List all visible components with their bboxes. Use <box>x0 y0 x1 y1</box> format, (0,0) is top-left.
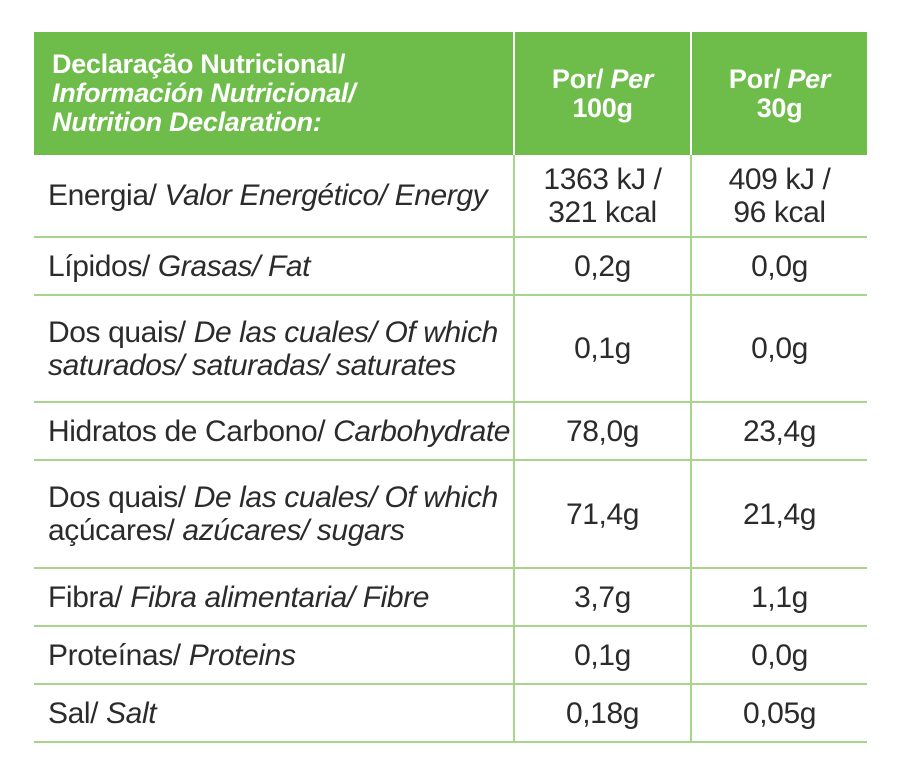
label-pt: Hidratos de Carbono/ <box>48 414 326 448</box>
label-pt: Proteínas/ <box>48 638 181 672</box>
value-per-100g: 1363 kJ / 321 kcal <box>514 155 692 238</box>
value-per-30g: 409 kJ / 96 kcal <box>691 155 867 238</box>
value-per-30g: 0,0g <box>691 237 867 296</box>
header-col2-en: Per <box>787 63 831 94</box>
label-es-en: Proteins <box>188 638 296 672</box>
table-row-saturates: Dos quais/ De las cuales/ Of which satur… <box>34 295 867 403</box>
row-label-carbohydrate: Hidratos de Carbono/ Carbohydrate <box>34 402 515 461</box>
header-per-100g: Por/ Per 100g <box>514 32 692 155</box>
header-col1-pt: Por/ <box>551 63 604 94</box>
header-col1-en: Per <box>610 63 654 94</box>
value-kcal: 96 kcal <box>733 195 826 229</box>
table-row-proteins: Proteínas/ Proteins 0,1g 0,0g <box>34 626 867 685</box>
row-label-fat: Lípidos/ Grasas/ Fat <box>34 237 515 296</box>
header-col2-pt: Por/ <box>728 63 781 94</box>
value-per-30g: 0,05g <box>691 684 867 743</box>
table-row-sugars: Dos quais/ De las cuales/ Of which açúca… <box>34 460 867 569</box>
row-label-sugars: Dos quais/ De las cuales/ Of which açúca… <box>34 460 515 569</box>
header-per-30g: Por/ Per 30g <box>691 32 867 155</box>
value-per-30g: 23,4g <box>691 402 867 461</box>
value-per-100g: 0,2g <box>514 237 692 296</box>
row-label-fibre: Fibra/ Fibra alimentaria/ Fibre <box>34 568 515 627</box>
row-label-proteins: Proteínas/ Proteins <box>34 626 515 685</box>
table-row-fat: Lípidos/ Grasas/ Fat 0,2g 0,0g <box>34 237 867 296</box>
value-per-100g: 0,18g <box>514 684 692 743</box>
value-per-30g: 0,0g <box>691 626 867 685</box>
label-pt: Dos quais/ <box>48 481 186 514</box>
header-label-pt: Declaração Nutricional/ <box>52 49 346 79</box>
label-es-en-2: azúcares/ sugars <box>182 514 405 547</box>
value-per-30g: 0,0g <box>691 295 867 403</box>
label-es-en-2: saturadas/ saturates <box>192 348 456 382</box>
label-es-en: Grasas/ Fat <box>157 249 311 283</box>
value-per-100g: 0,1g <box>514 295 692 403</box>
value-per-100g: 78,0g <box>514 402 692 461</box>
label-es-en: Carbohydrate <box>333 414 511 448</box>
label-es-en: Valor Energético/ Energy <box>164 179 488 212</box>
label-es-en: De las cuales/ Of which <box>193 315 499 349</box>
label-es-en: Fibra alimentaria/ Fibre <box>130 580 430 614</box>
value-per-100g: 3,7g <box>514 568 692 627</box>
table-header-row: Declaração Nutricional/ Información Nutr… <box>34 32 867 155</box>
label-es-en: De las cuales/ Of which <box>193 481 499 514</box>
label-pt: Sal/ <box>48 696 99 730</box>
table-row-energy: Energia/ Valor Energético/ Energy 1363 k… <box>34 155 867 238</box>
nutrition-table: Declaração Nutricional/ Información Nutr… <box>34 32 867 743</box>
table-row-carbohydrate: Hidratos de Carbono/ Carbohydrate 78,0g … <box>34 402 867 461</box>
label-pt: Lípidos/ <box>48 249 150 283</box>
label-pt-2: açúcares/ <box>48 514 175 547</box>
table-row-salt: Sal/ Salt 0,18g 0,05g <box>34 684 867 743</box>
value-kj: 409 kJ / <box>728 162 831 196</box>
header-col1-amount: 100g <box>572 92 633 123</box>
label-es-en: Salt <box>106 696 157 730</box>
header-label-es: Información Nutricional/ <box>52 78 356 108</box>
value-per-100g: 71,4g <box>514 460 692 569</box>
value-per-100g: 0,1g <box>514 626 692 685</box>
table-row-fibre: Fibra/ Fibra alimentaria/ Fibre 3,7g 1,1… <box>34 568 867 627</box>
header-label-cell: Declaração Nutricional/ Información Nutr… <box>34 32 515 155</box>
row-label-saturates: Dos quais/ De las cuales/ Of which satur… <box>34 295 515 403</box>
label-pt: Fibra/ <box>48 580 123 614</box>
label-pt-2: saturados/ <box>48 348 185 382</box>
row-label-salt: Sal/ Salt <box>34 684 515 743</box>
label-pt: Dos quais/ <box>48 315 186 349</box>
value-per-30g: 21,4g <box>691 460 867 569</box>
label-pt: Energia/ <box>48 179 157 212</box>
value-kj: 1363 kJ / <box>543 162 662 196</box>
header-col2-amount: 30g <box>756 92 803 123</box>
value-per-30g: 1,1g <box>691 568 867 627</box>
header-label-en: Nutrition Declaration: <box>52 107 322 137</box>
value-kcal: 321 kcal <box>548 195 657 229</box>
row-label-energy: Energia/ Valor Energético/ Energy <box>34 155 515 238</box>
